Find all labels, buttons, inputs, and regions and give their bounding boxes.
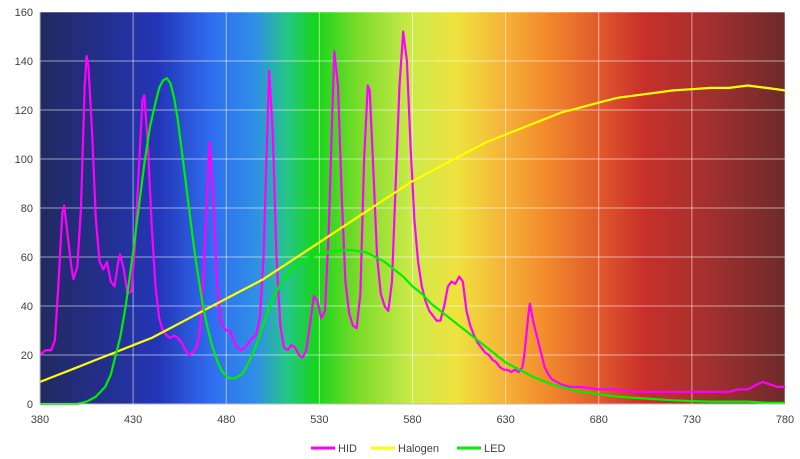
- legend-label-halogen: Halogen: [398, 443, 439, 455]
- x-tick-label: 630: [496, 414, 514, 426]
- legend-label-hid: HID: [338, 443, 357, 455]
- axes: 0 20 40 60 80 100 120 140 160 380 430 480 530 580 630 6…: [15, 7, 795, 426]
- y-tick-label: 100: [15, 154, 33, 166]
- x-tick-label: 780: [776, 414, 794, 426]
- y-tick-label: 160: [15, 7, 33, 19]
- x-tick-label: 680: [590, 414, 608, 426]
- x-tick-label: 430: [124, 414, 142, 426]
- x-tick-label: 380: [31, 414, 49, 426]
- y-tick-label: 60: [21, 252, 33, 264]
- y-tick-label: 120: [15, 105, 33, 117]
- y-tick-label: 20: [21, 350, 33, 362]
- series-lines: [39, 30, 786, 406]
- y-tick-label: 40: [21, 301, 33, 313]
- y-tick-label: 0: [27, 399, 33, 411]
- y-tick-label: 80: [21, 203, 33, 215]
- y-tick-label: 140: [15, 56, 33, 68]
- x-tick-label: 730: [683, 414, 701, 426]
- legend: HID Halogen LED: [311, 443, 505, 455]
- series-line-hid: [39, 30, 785, 393]
- x-tick-label: 480: [217, 414, 235, 426]
- legend-label-led: LED: [484, 443, 505, 455]
- series-line-halogen: [39, 84, 786, 383]
- series-line-led: [40, 77, 785, 406]
- x-tick-label: 530: [310, 414, 328, 426]
- x-tick-label: 580: [403, 414, 421, 426]
